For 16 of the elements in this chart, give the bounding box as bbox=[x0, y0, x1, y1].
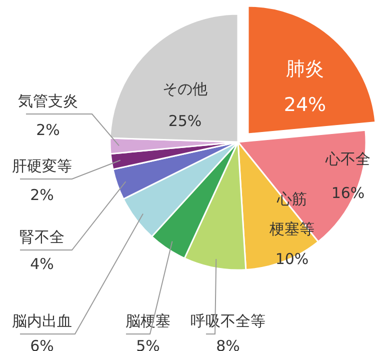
slice-label: 呼吸不全等 bbox=[190, 312, 266, 330]
data-label: 4% bbox=[30, 255, 54, 274]
slice-label: 脳内出血 bbox=[12, 312, 72, 330]
slice-label: 脳梗塞 bbox=[126, 312, 170, 330]
slice-label: 肺炎 bbox=[286, 58, 324, 80]
data-label: 5% bbox=[136, 337, 160, 351]
data-label: 6% bbox=[30, 337, 54, 351]
slice-label: その他 bbox=[162, 80, 208, 98]
slice-label: 気管支炎 bbox=[18, 92, 78, 110]
data-label: 24% bbox=[284, 94, 326, 116]
data-label: 8% bbox=[216, 337, 240, 351]
slice-label: 肝硬変等 bbox=[12, 157, 72, 176]
data-label: 2% bbox=[36, 121, 60, 140]
data-label: 25% bbox=[168, 112, 202, 130]
slice-label: 腎不全 bbox=[20, 228, 64, 246]
data-label: 2% bbox=[30, 186, 54, 204]
